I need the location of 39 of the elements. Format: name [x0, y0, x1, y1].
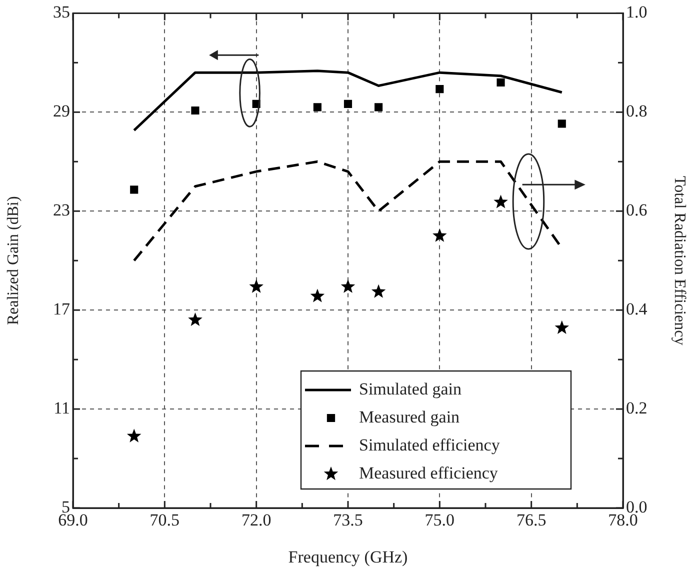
- x-axis-title: Frequency (GHz): [288, 547, 408, 566]
- point: [313, 103, 322, 112]
- point: [344, 100, 352, 108]
- y2-tick-label: 0.8: [626, 102, 648, 121]
- x-tick-label: 72.0: [241, 510, 272, 530]
- y-axis-title: Realized Gain (dBi): [4, 196, 22, 326]
- point: [554, 320, 570, 334]
- legend-label: Simulated gain: [359, 379, 462, 398]
- point: [496, 78, 505, 87]
- y2-tick-label: 1.0: [626, 2, 648, 22]
- y2-tick-label: 0.2: [626, 398, 648, 418]
- y2-axis-title: Total Radiation Efficiency: [671, 176, 688, 346]
- y-tick-label: 35: [53, 2, 70, 22]
- y2-tick-label: 0.6: [626, 200, 648, 220]
- legend-label: Measured efficiency: [359, 463, 498, 482]
- y-tick-label: 11: [54, 398, 70, 418]
- point: [130, 186, 138, 194]
- point: [371, 284, 386, 298]
- point: [191, 106, 200, 115]
- y-tick-label: 17: [53, 300, 70, 319]
- point: [436, 85, 444, 94]
- point: [310, 288, 325, 302]
- x-tick-label: 75.0: [424, 510, 455, 530]
- point: [188, 312, 202, 326]
- point: [249, 279, 264, 293]
- point: [340, 279, 356, 293]
- y2-tick-label: 0.4: [626, 300, 648, 319]
- point: [374, 103, 383, 112]
- point: [432, 228, 447, 242]
- x-tick-label: 73.5: [333, 510, 363, 530]
- point: [126, 428, 142, 442]
- x-tick-label: 70.5: [150, 510, 180, 530]
- x-tick-label: 76.5: [516, 510, 546, 530]
- point: [558, 120, 566, 128]
- y-tick-label: 23: [53, 200, 70, 220]
- point: [494, 194, 508, 208]
- legend-label: Measured gain: [359, 407, 460, 426]
- y-tick-label: 29: [53, 102, 70, 121]
- legend-label: Simulated efficiency: [359, 435, 500, 454]
